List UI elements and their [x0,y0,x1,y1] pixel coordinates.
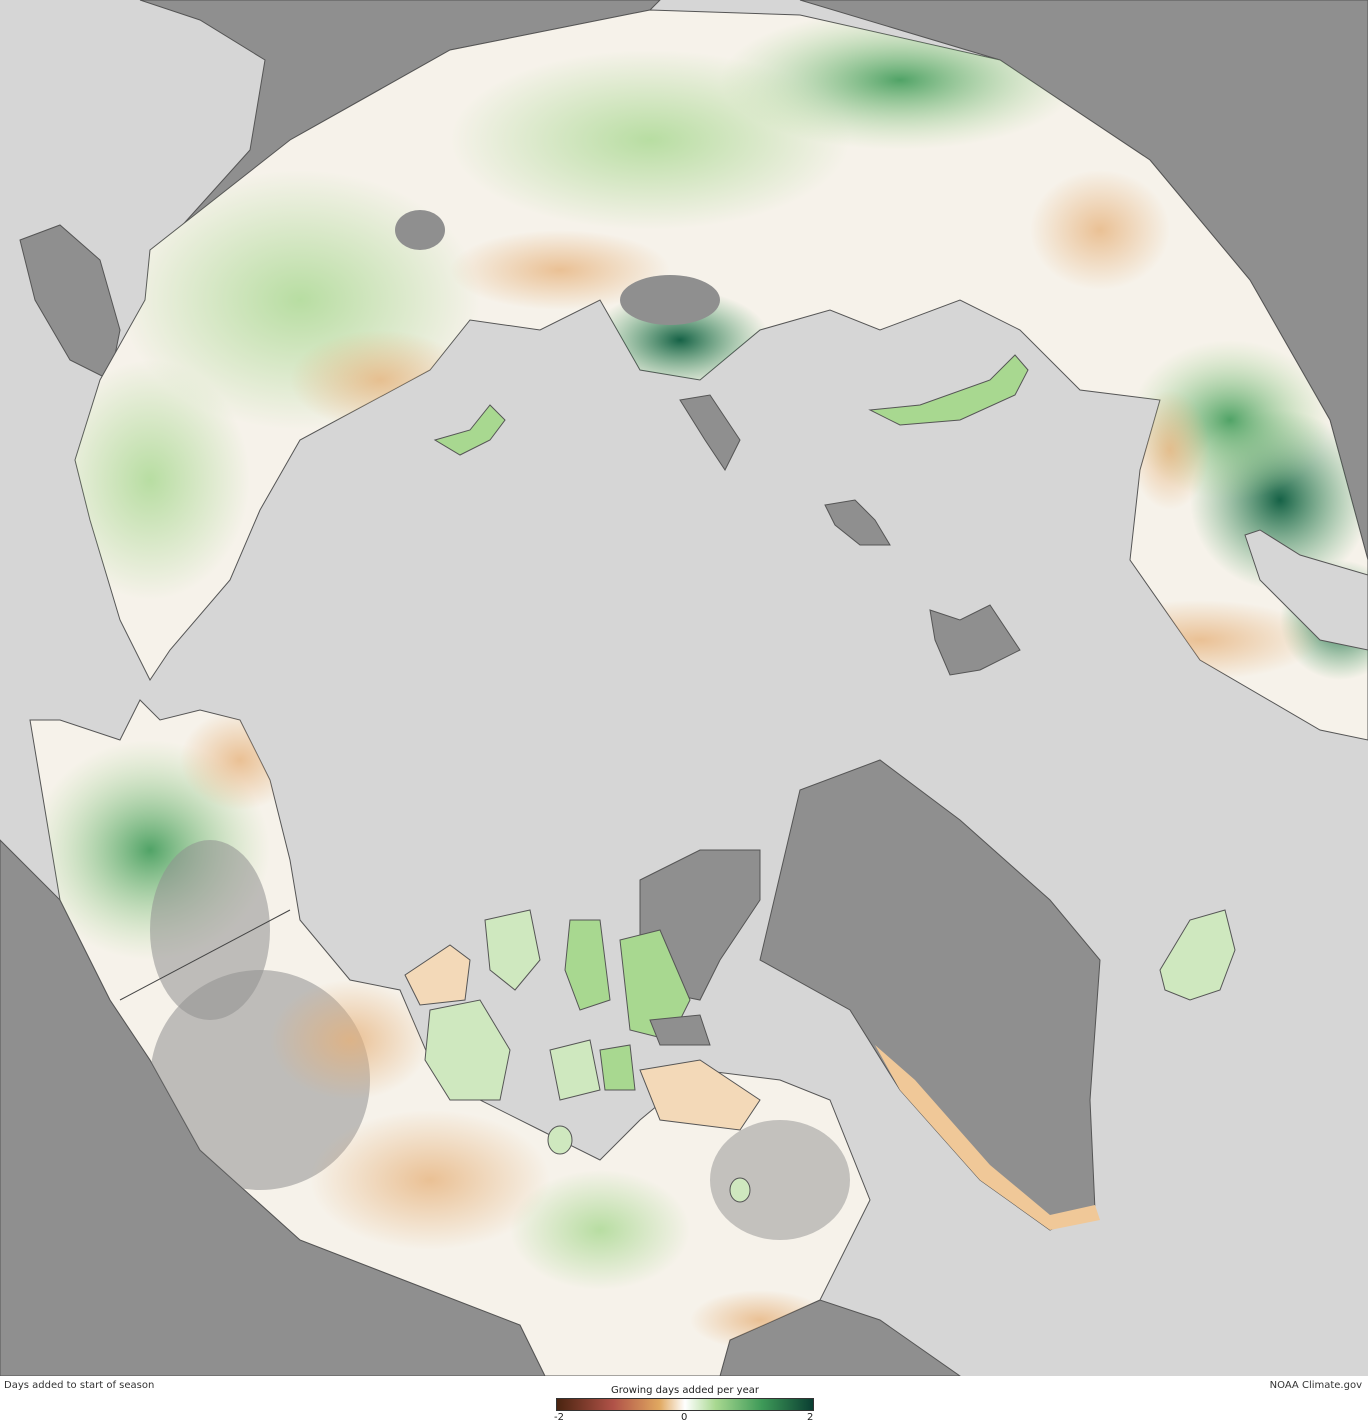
arctic-growing-season-map [0,0,1368,1376]
map-caption: Days added to start of season [4,1380,155,1391]
legend-min-label: -2 [554,1412,564,1423]
new-siberian-islands [433,404,506,456]
legend-max-label: 2 [807,1412,814,1423]
legend-ticks: -2 0 2 [554,1411,814,1423]
canadian-archipelago [404,849,761,1203]
novaya-zemlya [868,354,1029,426]
credit-label: NOAA Climate.gov [1269,1380,1362,1391]
color-legend: Growing days added per year -2 0 2 [554,1385,814,1423]
franz-josef-land [824,499,891,546]
iceland [1159,909,1236,1001]
legend-color-bar [556,1398,814,1411]
legend-title: Growing days added per year [611,1385,759,1396]
eurasia-data [74,9,1368,741]
severnaya-zemlya [679,394,741,471]
north-america-data [29,699,871,1376]
greenland-coast-data [875,1045,1100,1230]
legend-mid-label: 0 [681,1412,688,1423]
svalbard [929,604,1021,676]
